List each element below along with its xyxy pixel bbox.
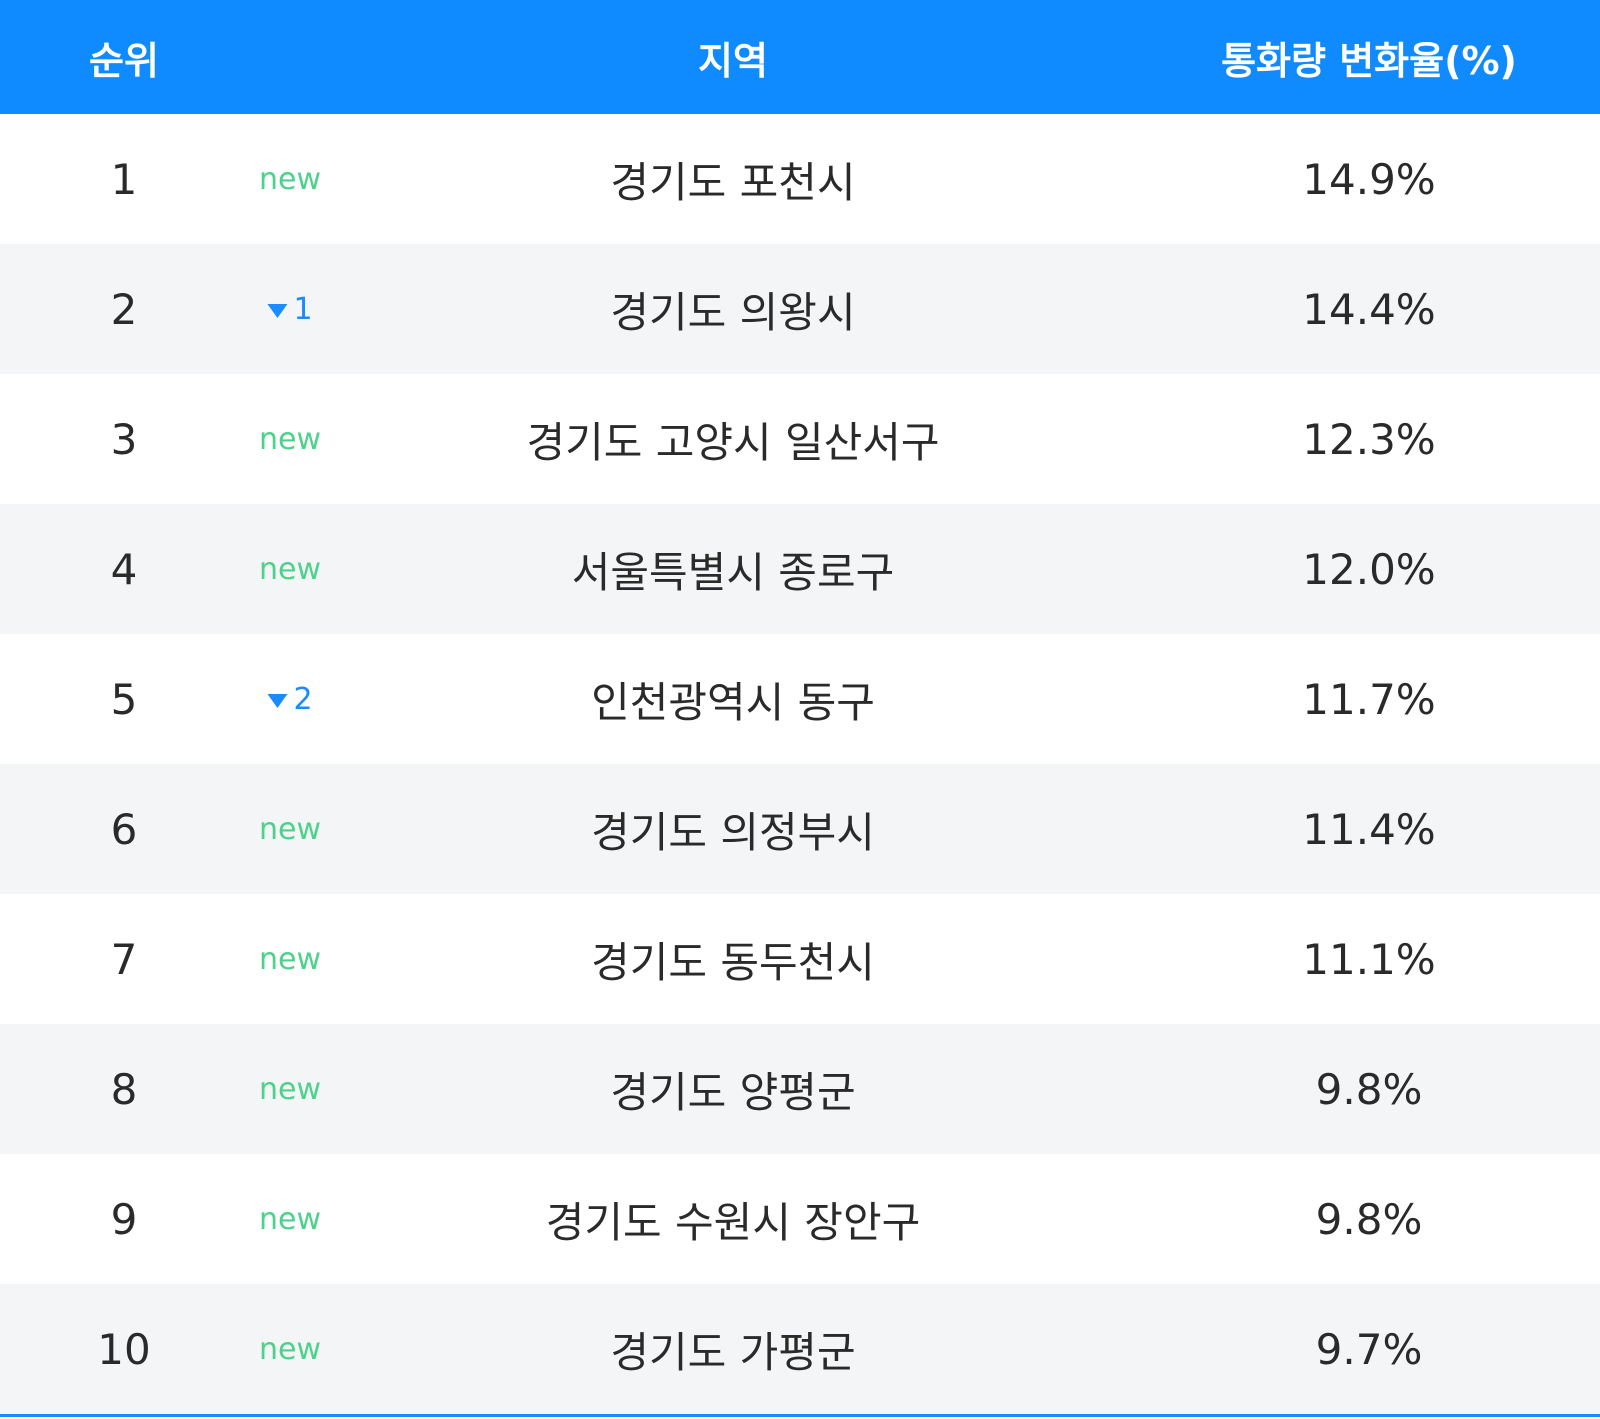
region-cell: 경기도 의정부시	[591, 807, 875, 857]
rate-cell: 11.7%	[1302, 674, 1436, 724]
rate-cell: 11.1%	[1302, 934, 1436, 984]
change-cell: new	[258, 1201, 322, 1237]
change-cell: new	[258, 161, 322, 197]
rate-cell: 14.9%	[1302, 154, 1436, 204]
region-cell: 경기도 고양시 일산서구	[526, 417, 940, 467]
header-cell: 지역	[698, 38, 768, 83]
table-row: 8 new 경기도 양평군 9.8%	[0, 1024, 1600, 1154]
region-cell: 경기도 가평군	[610, 1327, 856, 1377]
rank-cell: 4	[110, 544, 138, 594]
table-row: 6 new 경기도 의정부시 11.4%	[0, 764, 1600, 894]
region-cell: 경기도 양평군	[610, 1067, 856, 1117]
down-arrow-icon	[267, 304, 288, 318]
down-arrow-icon	[267, 694, 288, 708]
region-cell: 경기도 동두천시	[591, 937, 875, 987]
rank-cell: 8	[110, 1064, 138, 1114]
rate-cell: 11.4%	[1302, 804, 1436, 854]
region-cell: 경기도 의왕시	[610, 287, 856, 337]
table-row: 4 new 서울특별시 종로구 12.0%	[0, 504, 1600, 634]
rank-cell: 5	[110, 674, 138, 724]
change-cell: new	[258, 551, 322, 587]
bottom-border	[0, 1414, 1600, 1417]
change-cell: 1	[267, 244, 313, 374]
rank-cell: 10	[97, 1324, 151, 1374]
region-cell: 경기도 수원시 장안구	[545, 1197, 921, 1247]
rank-cell: 2	[110, 284, 138, 334]
table-row: 10 new 경기도 가평군 9.7%	[0, 1284, 1600, 1414]
change-cell: new	[258, 1331, 322, 1367]
rank-cell: 7	[110, 934, 138, 984]
table-row: 3 new 경기도 고양시 일산서구 12.3%	[0, 374, 1600, 504]
table-row: 2 1 경기도 의왕시 14.4%	[0, 244, 1600, 374]
change-cell: 2	[267, 634, 313, 764]
rate-cell: 9.7%	[1315, 1324, 1423, 1374]
table-row: 9 new 경기도 수원시 장안구 9.8%	[0, 1154, 1600, 1284]
region-cell: 서울특별시 종로구	[571, 547, 895, 597]
region-cell: 경기도 포천시	[610, 157, 856, 207]
rank-cell: 6	[110, 804, 138, 854]
rank-cell: 9	[110, 1194, 138, 1244]
change-value: 1	[293, 291, 313, 327]
header-cell: 통화량 변화율(%)	[1221, 38, 1517, 83]
rate-cell: 14.4%	[1302, 284, 1436, 334]
change-cell: new	[258, 421, 322, 457]
rate-cell: 9.8%	[1315, 1064, 1423, 1114]
rank-cell: 1	[110, 154, 138, 204]
table-row: 1 new 경기도 포천시 14.9%	[0, 114, 1600, 244]
change-cell: new	[258, 941, 322, 977]
header-cell: 순위	[89, 38, 159, 83]
rank-cell: 3	[110, 414, 138, 464]
change-cell: new	[258, 1071, 322, 1107]
change-cell: new	[258, 811, 322, 847]
table-header: 순위 지역 통화량 변화율(%)	[0, 0, 1600, 114]
rate-cell: 9.8%	[1315, 1194, 1423, 1244]
change-value: 2	[293, 681, 313, 717]
rate-cell: 12.0%	[1302, 544, 1436, 594]
rate-cell: 12.3%	[1302, 414, 1436, 464]
region-cell: 인천광역시 동구	[591, 677, 875, 727]
table-row: 5 2 인천광역시 동구 11.7%	[0, 634, 1600, 764]
table-row: 7 new 경기도 동두천시 11.1%	[0, 894, 1600, 1024]
